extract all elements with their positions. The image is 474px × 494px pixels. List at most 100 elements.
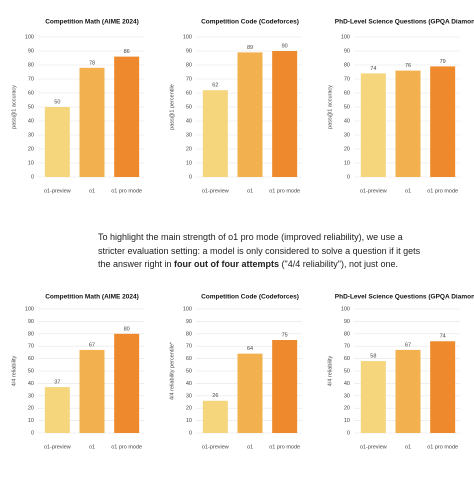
y-tick-label: 40 — [186, 118, 192, 124]
value-label: 62 — [212, 83, 218, 89]
y-tick-label: 50 — [186, 104, 192, 110]
chart-title: Competition Math (AIME 2024) — [45, 294, 139, 301]
paragraph: To highlight the main strength of o1 pro… — [98, 231, 423, 272]
x-tick-label: o1 pro mode — [269, 188, 300, 194]
value-label: 90 — [282, 43, 288, 49]
bar — [79, 349, 105, 433]
value-label: 79 — [440, 59, 446, 65]
y-tick-label: 50 — [344, 368, 350, 374]
x-tick-label: o1-preview — [44, 444, 71, 450]
value-label: 58 — [370, 354, 376, 360]
y-tick-label: 90 — [186, 319, 192, 325]
value-label: 86 — [124, 49, 130, 55]
bar — [360, 361, 386, 433]
bar — [202, 400, 228, 433]
x-tick-label: o1 pro mode — [427, 444, 458, 450]
chart-title: Competition Math (AIME 2024) — [45, 19, 139, 26]
y-tick-label: 20 — [186, 146, 192, 152]
bar — [395, 70, 421, 177]
y-tick-label: 40 — [186, 381, 192, 387]
y-tick-label: 100 — [25, 34, 34, 40]
y-tick-label: 50 — [344, 104, 350, 110]
value-label: 67 — [405, 342, 411, 348]
y-tick-label: 70 — [28, 344, 34, 350]
value-label: 26 — [212, 393, 218, 399]
value-label: 74 — [370, 66, 376, 72]
y-tick-label: 10 — [186, 160, 192, 166]
y-tick-label: 40 — [28, 118, 34, 124]
bar — [114, 333, 140, 433]
y-tick-label: 70 — [186, 76, 192, 82]
y-tick-label: 60 — [28, 356, 34, 362]
chart-title: Competition Code (Codeforces) — [201, 294, 299, 301]
y-tick-label: 60 — [344, 356, 350, 362]
y-tick-label: 10 — [344, 418, 350, 424]
y-tick-label: 0 — [31, 174, 34, 180]
y-tick-label: 100 — [341, 306, 350, 312]
y-tick-label: 70 — [344, 344, 350, 350]
bar — [430, 66, 456, 177]
y-tick-label: 10 — [28, 160, 34, 166]
y-axis-label: 4/4 reliability percentile* — [169, 341, 175, 400]
y-tick-label: 60 — [186, 356, 192, 362]
y-tick-label: 80 — [186, 331, 192, 337]
y-tick-label: 100 — [183, 34, 192, 40]
y-tick-label: 20 — [186, 406, 192, 412]
x-tick-label: o1 pro mode — [269, 444, 300, 450]
value-label: 37 — [54, 380, 60, 386]
y-tick-label: 30 — [28, 393, 34, 399]
bar — [202, 90, 228, 177]
y-tick-label: 90 — [186, 48, 192, 54]
y-tick-label: 50 — [28, 368, 34, 374]
y-tick-label: 30 — [186, 132, 192, 138]
y-tick-label: 80 — [344, 331, 350, 337]
value-label: 64 — [247, 346, 253, 352]
value-label: 78 — [89, 60, 95, 66]
x-tick-label: o1-preview — [360, 444, 387, 450]
y-tick-label: 80 — [344, 62, 350, 68]
x-tick-label: o1 pro mode — [111, 188, 142, 194]
bar — [272, 51, 298, 177]
x-tick-label: o1 — [405, 444, 411, 450]
x-tick-label: o1-preview — [202, 188, 229, 194]
y-tick-label: 0 — [347, 174, 350, 180]
y-tick-label: 0 — [347, 430, 350, 436]
paragraph-text: ("4/4 reliability"), not just one. — [279, 259, 398, 269]
y-tick-label: 10 — [344, 160, 350, 166]
y-tick-label: 50 — [28, 104, 34, 110]
bar — [395, 349, 421, 433]
y-tick-label: 0 — [189, 430, 192, 436]
paragraph-text: To highlight the main strength of o1 pro… — [98, 232, 421, 269]
y-tick-label: 40 — [344, 381, 350, 387]
paragraph-bold: four out of four attempts — [174, 259, 280, 269]
bar — [44, 107, 70, 177]
x-tick-label: o1 — [89, 444, 95, 450]
y-tick-label: 100 — [25, 306, 34, 312]
y-tick-label: 80 — [28, 62, 34, 68]
y-tick-label: 0 — [31, 430, 34, 436]
y-axis-label: pass@1 accuracy — [327, 85, 333, 129]
bar — [272, 340, 298, 433]
y-tick-label: 30 — [344, 132, 350, 138]
chart-title: PhD-Level Science Questions (GPQA Diamon… — [335, 19, 474, 26]
bar — [79, 67, 105, 177]
x-tick-label: o1-preview — [360, 188, 387, 194]
y-axis-label: pass@1 percentile — [169, 84, 175, 130]
y-tick-label: 100 — [341, 34, 350, 40]
y-axis-label: 4/4 reliability — [11, 355, 17, 386]
y-tick-label: 50 — [186, 368, 192, 374]
bar — [360, 73, 386, 177]
y-tick-label: 30 — [28, 132, 34, 138]
chart-title: Competition Code (Codeforces) — [201, 19, 299, 26]
y-tick-label: 80 — [28, 331, 34, 337]
y-tick-label: 80 — [186, 62, 192, 68]
y-tick-label: 60 — [186, 90, 192, 96]
y-tick-label: 60 — [344, 90, 350, 96]
y-tick-label: 70 — [28, 76, 34, 82]
y-tick-label: 30 — [186, 393, 192, 399]
bar — [237, 353, 263, 433]
x-tick-label: o1 — [247, 444, 253, 450]
y-tick-label: 70 — [186, 344, 192, 350]
x-tick-label: o1 — [405, 188, 411, 194]
